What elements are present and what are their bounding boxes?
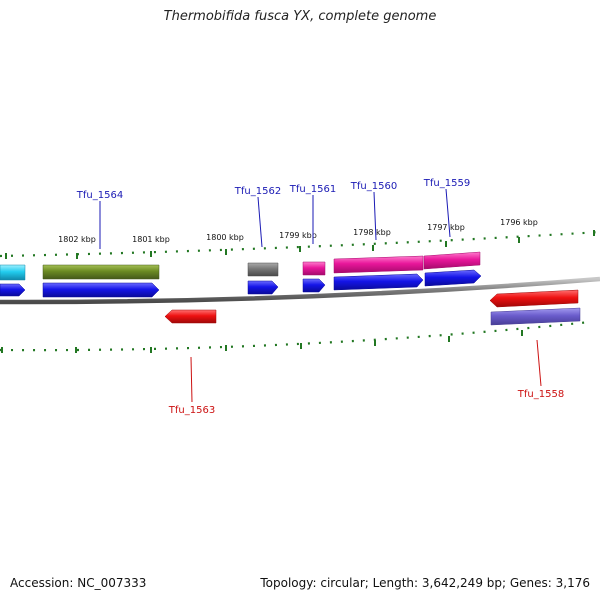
scale-label-1797: 1797 kbp xyxy=(427,223,465,232)
scale-label-1799: 1799 kbp xyxy=(279,231,317,240)
genome-backbone xyxy=(0,276,600,305)
gene-feature-tfu-1558-violet[interactable] xyxy=(490,307,581,326)
gene-label-tfu-1558[interactable]: Tfu_1558 xyxy=(517,389,564,400)
scale-label-1800: 1800 kbp xyxy=(206,233,244,242)
cds-arrow-tfu-1562[interactable] xyxy=(247,280,279,295)
gene-feature-cyan[interactable] xyxy=(0,264,26,281)
leader-line-tfu-1558 xyxy=(536,339,542,387)
cds-arrow[interactable] xyxy=(0,283,26,297)
gene-feature-tfu-1558[interactable] xyxy=(489,289,579,308)
gene-label-tfu-1561[interactable]: Tfu_1561 xyxy=(289,184,336,195)
feature-track-reverse xyxy=(164,289,581,326)
gene-label-tfu-1559[interactable]: Tfu_1559 xyxy=(423,178,470,189)
gene-feature-tfu-1563[interactable] xyxy=(164,309,217,324)
gene-feature-tfu-1560[interactable] xyxy=(333,255,424,274)
scale-ring-inner xyxy=(0,320,591,352)
leader-line-tfu-1563 xyxy=(190,356,193,403)
leader-lines xyxy=(99,188,542,403)
leader-line-tfu-1560 xyxy=(373,191,377,241)
cds-arrow-tfu-1559[interactable] xyxy=(424,269,482,287)
gene-feature-tfu-1564[interactable] xyxy=(42,264,160,280)
scale-label-1801: 1801 kbp xyxy=(132,235,170,244)
gene-label-tfu-1562[interactable]: Tfu_1562 xyxy=(234,186,281,197)
cds-arrow-tfu-1561[interactable] xyxy=(302,278,326,293)
scale-label-1802: 1802 kbp xyxy=(58,235,96,244)
gene-feature-tfu-1559[interactable] xyxy=(423,251,481,270)
cds-arrow-tfu-1560[interactable] xyxy=(333,273,424,291)
scale-major-ticks-inner xyxy=(1,330,523,353)
feature-track-upper xyxy=(0,251,481,281)
gene-label-tfu-1560[interactable]: Tfu_1560 xyxy=(350,181,397,192)
gene-label-tfu-1564[interactable]: Tfu_1564 xyxy=(76,190,123,201)
gene-feature-tfu-1561[interactable] xyxy=(302,261,326,276)
genome-title: Thermobifida fusca YX, complete genome xyxy=(163,9,437,24)
gene-feature-tfu-1562[interactable] xyxy=(247,262,279,277)
scale-labels: 1802 kbp 1801 kbp 1800 kbp 1799 kbp 1798… xyxy=(58,218,538,244)
gene-label-tfu-1563[interactable]: Tfu_1563 xyxy=(168,405,215,416)
scale-major-ticks-outer xyxy=(5,230,595,259)
scale-label-1798: 1798 kbp xyxy=(353,228,391,237)
leader-line-tfu-1562 xyxy=(257,196,263,248)
leader-line-tfu-1559 xyxy=(445,188,451,238)
topology-label: Topology: circular; Length: 3,642,249 bp… xyxy=(260,576,590,590)
gene-labels: Tfu_1564 Tfu_1562 Tfu_1561 Tfu_1560 Tfu_… xyxy=(76,178,564,416)
accession-label: Accession: NC_007333 xyxy=(10,576,147,590)
feature-track-cds xyxy=(0,269,482,298)
cds-arrow-tfu-1564[interactable] xyxy=(42,282,160,298)
scale-label-1796: 1796 kbp xyxy=(500,218,538,227)
